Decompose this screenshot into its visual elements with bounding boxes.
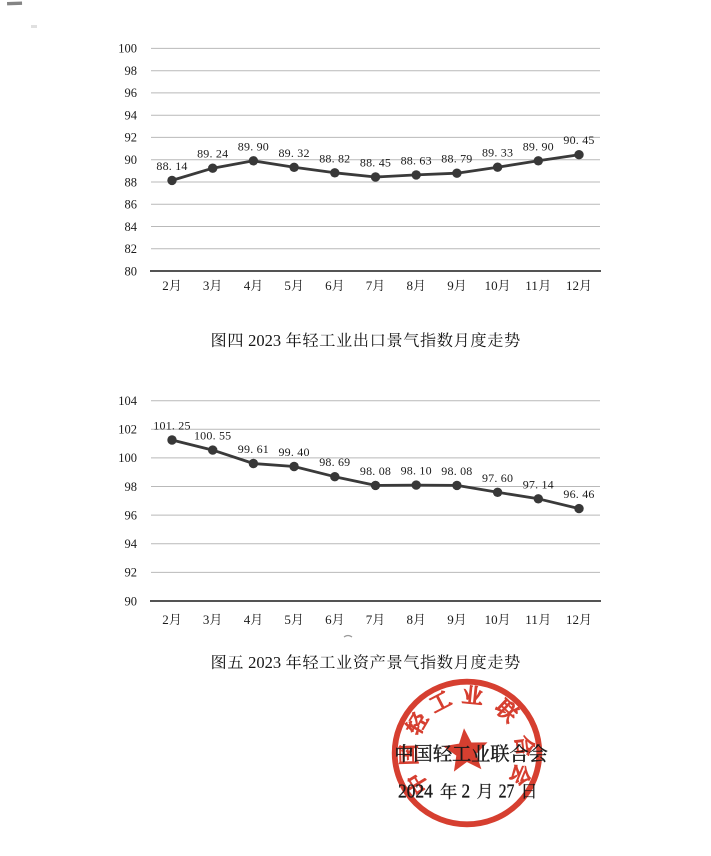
svg-text:99. 61: 99. 61 [238, 442, 269, 456]
svg-text:98. 08: 98. 08 [360, 464, 391, 478]
svg-text:94: 94 [125, 109, 138, 123]
svg-text:99. 40: 99. 40 [278, 445, 309, 459]
svg-text:88. 45: 88. 45 [360, 156, 391, 170]
svg-text:97. 60: 97. 60 [482, 471, 513, 485]
svg-text:98: 98 [125, 480, 138, 494]
svg-text:2: 2 [462, 782, 471, 803]
svg-text:96. 46: 96. 46 [563, 487, 594, 501]
svg-text:89. 32: 89. 32 [278, 146, 309, 160]
svg-text:3: 3 [203, 278, 210, 293]
svg-text:2: 2 [162, 278, 169, 293]
svg-text:12: 12 [566, 278, 579, 293]
svg-text:96: 96 [125, 86, 138, 100]
svg-text:2: 2 [162, 612, 169, 627]
svg-text:100: 100 [118, 42, 137, 56]
svg-text:88: 88 [125, 175, 138, 189]
svg-text:102: 102 [118, 423, 137, 437]
svg-text:2024: 2024 [398, 782, 433, 803]
svg-text:98. 10: 98. 10 [401, 464, 432, 478]
svg-text:4: 4 [244, 612, 251, 627]
svg-text:86: 86 [125, 198, 138, 212]
svg-text:92: 92 [125, 131, 138, 145]
svg-text:90. 45: 90. 45 [563, 133, 594, 147]
svg-text:9: 9 [447, 612, 454, 627]
svg-text:98: 98 [125, 64, 138, 78]
svg-text:27: 27 [499, 782, 515, 803]
svg-text:98. 69: 98. 69 [319, 455, 350, 469]
svg-text:92: 92 [125, 566, 138, 580]
svg-text:90: 90 [125, 153, 138, 167]
svg-text:82: 82 [125, 242, 138, 256]
svg-text:10: 10 [485, 612, 498, 627]
svg-text:94: 94 [125, 537, 138, 551]
svg-text:80: 80 [125, 264, 138, 278]
svg-text:101. 25: 101. 25 [153, 419, 190, 433]
svg-text:10: 10 [485, 278, 498, 293]
svg-text:97. 14: 97. 14 [523, 477, 554, 491]
svg-text:89. 90: 89. 90 [238, 139, 269, 153]
svg-text:6: 6 [325, 278, 332, 293]
svg-text:100: 100 [118, 451, 137, 465]
svg-text:84: 84 [125, 220, 138, 234]
svg-text:7: 7 [366, 278, 373, 293]
svg-text:7: 7 [366, 612, 373, 627]
svg-text:9: 9 [447, 278, 454, 293]
svg-text:4: 4 [244, 278, 251, 293]
svg-text:88. 79: 88. 79 [441, 152, 472, 166]
svg-text:6: 6 [325, 612, 332, 627]
svg-text:2023: 2023 [248, 653, 281, 672]
svg-text:89. 90: 89. 90 [523, 139, 554, 153]
svg-text:12: 12 [566, 612, 579, 627]
svg-text:8: 8 [407, 278, 414, 293]
svg-text:98. 08: 98. 08 [441, 464, 472, 478]
svg-text:3: 3 [203, 612, 210, 627]
svg-text:89. 33: 89. 33 [482, 146, 513, 160]
svg-text:100. 55: 100. 55 [194, 429, 231, 443]
svg-text:88. 63: 88. 63 [401, 153, 432, 167]
svg-text:96: 96 [125, 508, 138, 522]
svg-text:88. 82: 88. 82 [319, 151, 350, 165]
svg-text:8: 8 [407, 612, 414, 627]
svg-text:5: 5 [284, 612, 291, 627]
svg-text:11: 11 [525, 612, 538, 627]
svg-text:104: 104 [118, 394, 138, 408]
svg-text:2023: 2023 [248, 331, 281, 350]
svg-text:89. 24: 89. 24 [197, 147, 228, 161]
svg-text:11: 11 [525, 278, 538, 293]
svg-text:90: 90 [125, 594, 138, 608]
svg-text:88. 14: 88. 14 [156, 159, 187, 173]
svg-text:5: 5 [284, 278, 291, 293]
